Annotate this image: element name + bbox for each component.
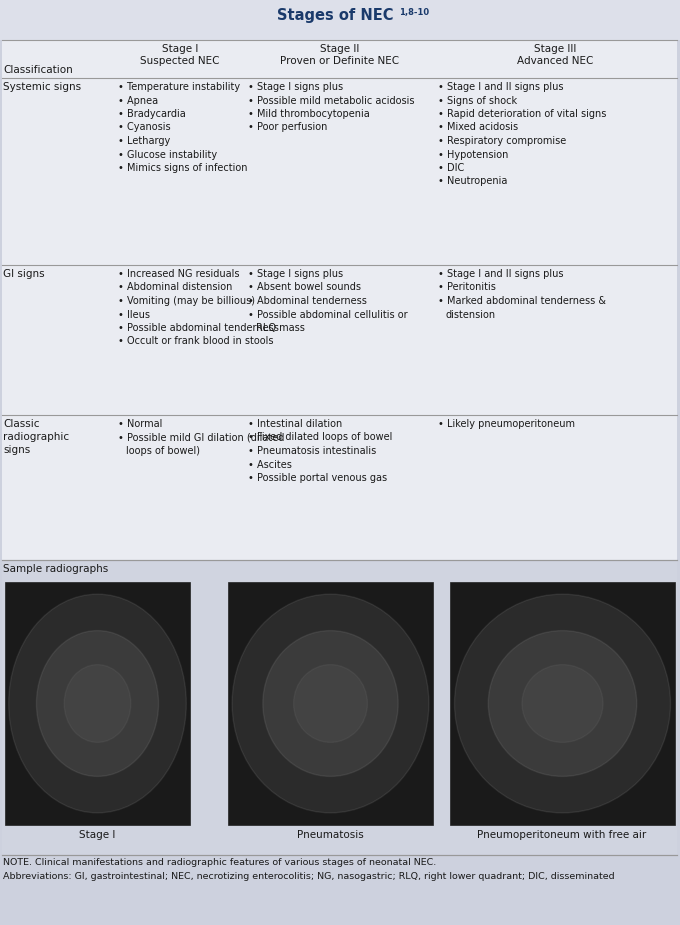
Text: • Fixed dilated loops of bowel: • Fixed dilated loops of bowel (248, 433, 392, 442)
Ellipse shape (64, 665, 131, 743)
Text: RLQ mass: RLQ mass (256, 323, 305, 333)
Text: • Mimics signs of infection: • Mimics signs of infection (118, 163, 248, 173)
Bar (0, 855, 680, 925)
Text: loops of bowel): loops of bowel) (126, 446, 200, 456)
Ellipse shape (488, 631, 636, 776)
Text: • Cyanosis: • Cyanosis (118, 122, 171, 132)
Text: • Stage I signs plus: • Stage I signs plus (248, 269, 343, 279)
Text: Classification: Classification (3, 65, 73, 75)
Text: Classic
radiographic
signs: Classic radiographic signs (3, 419, 69, 455)
Text: Systemic signs: Systemic signs (3, 82, 81, 92)
Text: distension: distension (446, 310, 496, 319)
Text: • Possible abdominal tenderness: • Possible abdominal tenderness (118, 323, 279, 333)
Text: • Poor perfusion: • Poor perfusion (248, 122, 327, 132)
Text: • Lethargy: • Lethargy (118, 136, 170, 146)
Text: • Stage I and II signs plus: • Stage I and II signs plus (438, 82, 564, 92)
Text: Stage I: Stage I (79, 830, 115, 840)
Text: Stage II: Stage II (320, 44, 360, 54)
Bar (0, 0, 680, 40)
Text: Stage III: Stage III (534, 44, 576, 54)
Text: • Absent bowel sounds: • Absent bowel sounds (248, 282, 361, 292)
Ellipse shape (263, 631, 398, 776)
Text: • Possible abdominal cellulitis or: • Possible abdominal cellulitis or (248, 310, 407, 319)
Text: Suspected NEC: Suspected NEC (140, 56, 220, 66)
Text: • Glucose instability: • Glucose instability (118, 150, 217, 159)
Text: • Ascites: • Ascites (248, 460, 292, 470)
Text: • Likely pneumoperitoneum: • Likely pneumoperitoneum (438, 419, 575, 429)
Bar (228, 582, 433, 825)
Text: • Stage I signs plus: • Stage I signs plus (248, 82, 343, 92)
Ellipse shape (37, 631, 158, 776)
Text: • Signs of shock: • Signs of shock (438, 95, 517, 105)
Text: • Increased NG residuals: • Increased NG residuals (118, 269, 239, 279)
Text: • Abdominal distension: • Abdominal distension (118, 282, 233, 292)
Text: Advanced NEC: Advanced NEC (517, 56, 593, 66)
Text: • Occult or frank blood in stools: • Occult or frank blood in stools (118, 337, 273, 347)
Ellipse shape (232, 594, 429, 813)
Text: Proven or Definite NEC: Proven or Definite NEC (280, 56, 400, 66)
Text: • Pneumatosis intestinalis: • Pneumatosis intestinalis (248, 446, 376, 456)
Ellipse shape (294, 665, 367, 743)
Text: • Rapid deterioration of vital signs: • Rapid deterioration of vital signs (438, 109, 607, 119)
Text: • Neutropenia: • Neutropenia (438, 177, 507, 187)
Text: • Hypotension: • Hypotension (438, 150, 509, 159)
Text: Pneumoperitoneum with free air: Pneumoperitoneum with free air (477, 830, 647, 840)
Text: • Bradycardia: • Bradycardia (118, 109, 186, 119)
Text: • Mixed acidosis: • Mixed acidosis (438, 122, 518, 132)
Bar (5, 582, 190, 825)
Text: NOTE. Clinical manifestations and radiographic features of various stages of neo: NOTE. Clinical manifestations and radiog… (3, 858, 437, 867)
Text: • Mild thrombocytopenia: • Mild thrombocytopenia (248, 109, 370, 119)
Text: Pneumatosis: Pneumatosis (296, 830, 363, 840)
Text: • Apnea: • Apnea (118, 95, 158, 105)
Text: • Temperature instability: • Temperature instability (118, 82, 240, 92)
Ellipse shape (522, 665, 603, 743)
Text: • Possible portal venous gas: • Possible portal venous gas (248, 473, 387, 483)
Bar (450, 582, 675, 825)
Text: • Peritonitis: • Peritonitis (438, 282, 496, 292)
Bar (2, 560, 677, 855)
Text: Stages of NEC: Stages of NEC (277, 8, 393, 23)
Text: • Vomiting (may be billious): • Vomiting (may be billious) (118, 296, 255, 306)
Text: • Possible mild GI dilation (dilated: • Possible mild GI dilation (dilated (118, 433, 284, 442)
Text: • Abdominal tenderness: • Abdominal tenderness (248, 296, 367, 306)
Text: • DIC: • DIC (438, 163, 464, 173)
Text: • Ileus: • Ileus (118, 310, 150, 319)
Ellipse shape (454, 594, 670, 813)
Text: • Stage I and II signs plus: • Stage I and II signs plus (438, 269, 564, 279)
Text: • Normal: • Normal (118, 419, 163, 429)
Text: • Marked abdominal tenderness &: • Marked abdominal tenderness & (438, 296, 606, 306)
Text: • Intestinal dilation: • Intestinal dilation (248, 419, 342, 429)
Bar (2, 40, 677, 560)
Ellipse shape (9, 594, 186, 813)
Text: Abbreviations: GI, gastrointestinal; NEC, necrotizing enterocolitis; NG, nasogas: Abbreviations: GI, gastrointestinal; NEC… (3, 872, 615, 881)
Text: 1,8-10: 1,8-10 (399, 8, 429, 17)
Text: • Respiratory compromise: • Respiratory compromise (438, 136, 566, 146)
Text: Sample radiographs: Sample radiographs (3, 564, 108, 574)
Text: Stage I: Stage I (162, 44, 198, 54)
Text: • Possible mild metabolic acidosis: • Possible mild metabolic acidosis (248, 95, 415, 105)
Text: GI signs: GI signs (3, 269, 45, 279)
